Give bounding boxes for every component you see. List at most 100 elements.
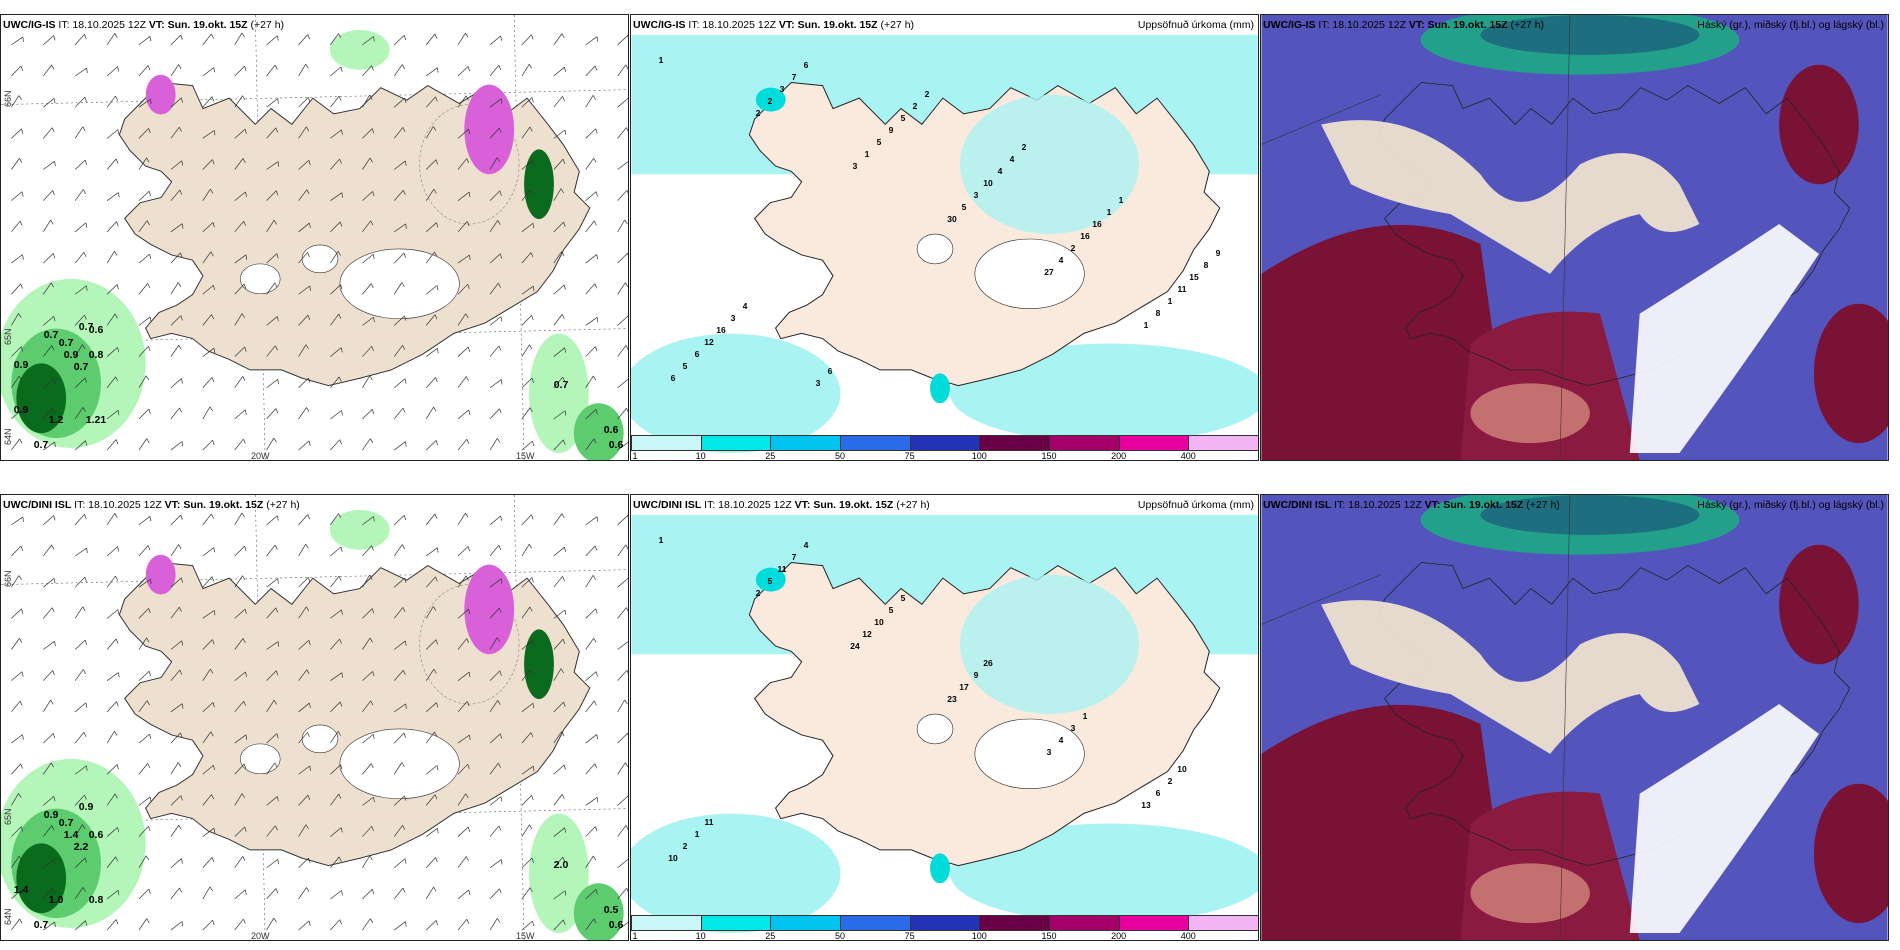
panel-header: UWC/DINI ISL IT: 18.10.2025 12Z VT: Sun.… bbox=[1263, 499, 1560, 511]
precip-value: 0.7 bbox=[33, 439, 49, 451]
valid-time-label: VT: bbox=[1408, 19, 1425, 31]
precip-value: 0.9 bbox=[78, 801, 94, 813]
accum-value: 4 bbox=[997, 166, 1003, 176]
precip-value: 0.6 bbox=[88, 829, 104, 841]
accum-value: 5 bbox=[900, 113, 906, 123]
accum-value: 30 bbox=[947, 214, 957, 224]
accum-value: 15 bbox=[1189, 272, 1199, 282]
wind-precip-map: UWC/IG-IS IT: 18.10.2025 12Z VT: Sun. 19… bbox=[0, 14, 629, 461]
precip-value: 0.6 bbox=[603, 424, 619, 436]
accum-value: 2 bbox=[924, 89, 930, 99]
colorbar-swatch bbox=[1118, 915, 1190, 931]
lon-label-20w: 20W bbox=[251, 931, 270, 941]
init-time: IT: 18.10.2025 12Z bbox=[74, 499, 162, 511]
colorbar-tick: 75 bbox=[904, 451, 915, 461]
colorbar-tick: 200 bbox=[1111, 451, 1127, 461]
colorbar-tick: 50 bbox=[834, 451, 846, 461]
lead-time: (+27 h) bbox=[1510, 19, 1545, 31]
accum-value: 10 bbox=[874, 617, 884, 627]
accum-value: 1 bbox=[1143, 320, 1149, 330]
precip-value: 0.6 bbox=[608, 439, 624, 451]
accum-value: 5 bbox=[888, 605, 894, 615]
accum-value: 4 bbox=[1009, 154, 1015, 164]
accum-value: 2 bbox=[1167, 776, 1173, 786]
colorbar-swatch bbox=[1188, 435, 1258, 451]
valid-time: Sun. 19.okt. 15Z bbox=[813, 499, 894, 511]
init-time: IT: 18.10.2025 12Z bbox=[1318, 19, 1406, 31]
valid-time-label: VT: bbox=[794, 499, 811, 511]
colorbar-tick: 150 bbox=[1041, 451, 1057, 461]
accum-value: 1 bbox=[1106, 207, 1112, 217]
accum-value: 2 bbox=[767, 96, 773, 106]
colorbar-swatch bbox=[770, 435, 841, 451]
init-time: IT: 18.10.2025 12Z bbox=[1334, 499, 1422, 511]
accum-value: 2 bbox=[755, 588, 761, 598]
colorbar-tick: 100 bbox=[971, 451, 987, 461]
accum-value: 5 bbox=[876, 137, 882, 147]
accum-value: 26 bbox=[983, 658, 993, 668]
accum-value: 24 bbox=[850, 641, 860, 651]
valid-time: Sun. 19.okt. 15Z bbox=[167, 19, 248, 31]
model-name: UWC/DINI ISL bbox=[3, 499, 72, 511]
accum-value: 4 bbox=[742, 301, 748, 311]
precip-value: 0.9 bbox=[13, 359, 29, 371]
precip-value: 0.6 bbox=[88, 324, 104, 336]
accum-value: 6 bbox=[670, 373, 676, 383]
precip-value: 0.9 bbox=[63, 349, 79, 361]
lat-label-64n: 64N bbox=[3, 908, 13, 925]
accum-value: 16 bbox=[716, 325, 726, 335]
precip-value: 1.21 bbox=[85, 414, 107, 426]
panel-header: UWC/IG-IS IT: 18.10.2025 12Z VT: Sun. 19… bbox=[1263, 19, 1544, 31]
valid-time-label: VT: bbox=[148, 19, 165, 31]
colorbar-swatch bbox=[979, 915, 1050, 931]
init-time: IT: 18.10.2025 12Z bbox=[688, 19, 776, 31]
accum-value: 9 bbox=[888, 125, 894, 135]
accum-value: 11 bbox=[704, 817, 714, 827]
accum-value: 12 bbox=[704, 337, 714, 347]
colorbar-swatch bbox=[770, 915, 841, 931]
accum-value: 6 bbox=[827, 366, 833, 376]
accum-value: 6 bbox=[803, 60, 809, 70]
init-time: IT: 18.10.2025 12Z bbox=[704, 499, 792, 511]
precip-value: 0.5 bbox=[603, 904, 619, 916]
lon-label-20w: 20W bbox=[251, 451, 270, 461]
precip-value: 0.7 bbox=[43, 329, 59, 341]
precip-value: 2.0 bbox=[553, 859, 569, 871]
colorbar-swatch bbox=[1049, 915, 1120, 931]
colorbar-swatch bbox=[1118, 435, 1190, 451]
colorbar-tick: 200 bbox=[1111, 931, 1127, 941]
colorbar-swatch bbox=[1049, 435, 1120, 451]
init-time: IT: 18.10.2025 12Z bbox=[58, 19, 146, 31]
accum-value: 5 bbox=[900, 593, 906, 603]
colorbar-swatch bbox=[909, 915, 981, 931]
lead-time: (+27 h) bbox=[250, 19, 285, 31]
valid-time: Sun. 19.okt. 15Z bbox=[797, 19, 878, 31]
accum-value: 1 bbox=[864, 149, 870, 159]
accum-value: 1 bbox=[1118, 195, 1124, 205]
field-title: Háský (gr.), miðský (fj.bl.) og lágský (… bbox=[1697, 19, 1884, 31]
field-title: Uppsöfnuð úrkoma (mm) bbox=[1137, 19, 1254, 31]
precip-value: 0.7 bbox=[73, 361, 89, 373]
precip-value: 0.8 bbox=[88, 349, 104, 361]
accum-value: 23 bbox=[947, 694, 957, 704]
model-name: UWC/IG-IS bbox=[3, 19, 56, 31]
accum-value: 4 bbox=[1058, 255, 1064, 265]
accum-value: 17 bbox=[959, 682, 969, 692]
field-title: Háský (gr.), miðský (fj.bl.) og lágský (… bbox=[1697, 499, 1884, 511]
colorbar-tick: 1 bbox=[632, 931, 638, 941]
accum-value: 1 bbox=[1082, 711, 1088, 721]
lat-label-66n: 66N bbox=[3, 90, 13, 107]
accum-value: 6 bbox=[1155, 788, 1161, 798]
accum-value: 11 bbox=[777, 564, 787, 574]
wind-precip-map: UWC/DINI ISL IT: 18.10.2025 12Z VT: Sun.… bbox=[0, 494, 629, 941]
panel-header: UWC/DINI ISL IT: 18.10.2025 12Z VT: Sun.… bbox=[3, 499, 300, 511]
lead-time: (+27 h) bbox=[880, 19, 915, 31]
accum-value: 13 bbox=[1141, 800, 1151, 810]
precip-value: 0.7 bbox=[553, 379, 569, 391]
colorbar-swatch bbox=[631, 915, 702, 931]
accum-value: 5 bbox=[682, 361, 688, 371]
colorbar-swatch bbox=[1188, 915, 1258, 931]
precip-colorbar: 1 10 25 50 75 100 150 200 400 bbox=[631, 915, 1258, 940]
accum-value: 6 bbox=[694, 349, 700, 359]
lead-time: (+27 h) bbox=[1526, 499, 1560, 511]
